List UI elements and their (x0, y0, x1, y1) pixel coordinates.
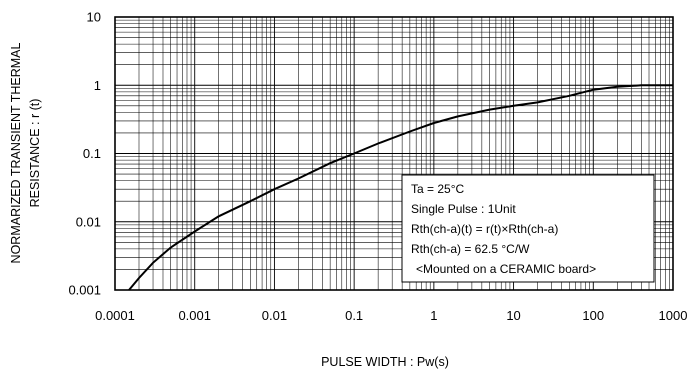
legend-box: Ta = 25°C Single Pulse : 1Unit Rth(ch-a)(t… (402, 175, 654, 282)
x-tick-label: 100 (582, 308, 604, 323)
y-tick-label: 0.001 (68, 283, 101, 298)
x-tick-label: 1000 (659, 308, 688, 323)
legend-line: <Mounted on a CERAMIC board> (416, 262, 596, 276)
x-axis-title: PULSE WIDTH : Pw(s) (321, 355, 449, 369)
x-tick-label: 0.1 (345, 308, 363, 323)
x-tick-label: 0.01 (262, 308, 287, 323)
y-tick-labels: 0.001 0.01 0.1 1 10 (68, 10, 101, 298)
legend-line: Ta = 25°C (411, 182, 464, 196)
x-tick-label: 1 (430, 308, 437, 323)
y-tick-label: 10 (87, 10, 101, 25)
y-tick-label: 0.1 (83, 146, 101, 161)
x-tick-label: 10 (506, 308, 520, 323)
y-tick-label: 0.01 (76, 214, 101, 229)
x-tick-labels: 0.0001 0.001 0.01 0.1 1 10 100 1000 (95, 308, 687, 323)
x-tick-label: 0.001 (178, 308, 211, 323)
legend-line: Single Pulse : 1Unit (411, 202, 516, 216)
x-tick-label: 0.0001 (95, 308, 135, 323)
legend-line: Rth(ch-a)(t) = r(t)×Rth(ch-a) (411, 222, 558, 236)
legend-line: Rth(ch-a) = 62.5 °C/W (411, 242, 530, 256)
y-axis-title-line-1: NORMARIZED TRANSIENT THERMAL (9, 43, 23, 264)
y-tick-label: 1 (94, 78, 101, 93)
y-axis-title-line-2: RESISTANCE : r (t) (28, 99, 42, 208)
